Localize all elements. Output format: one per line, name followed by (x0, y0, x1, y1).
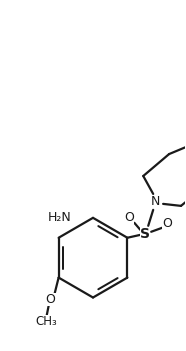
Text: N: N (150, 196, 160, 208)
Text: CH₃: CH₃ (36, 315, 58, 328)
Text: O: O (124, 211, 134, 224)
Text: O: O (46, 293, 56, 306)
Text: H₂N: H₂N (47, 211, 71, 224)
Text: S: S (140, 227, 150, 241)
Text: O: O (162, 217, 172, 230)
